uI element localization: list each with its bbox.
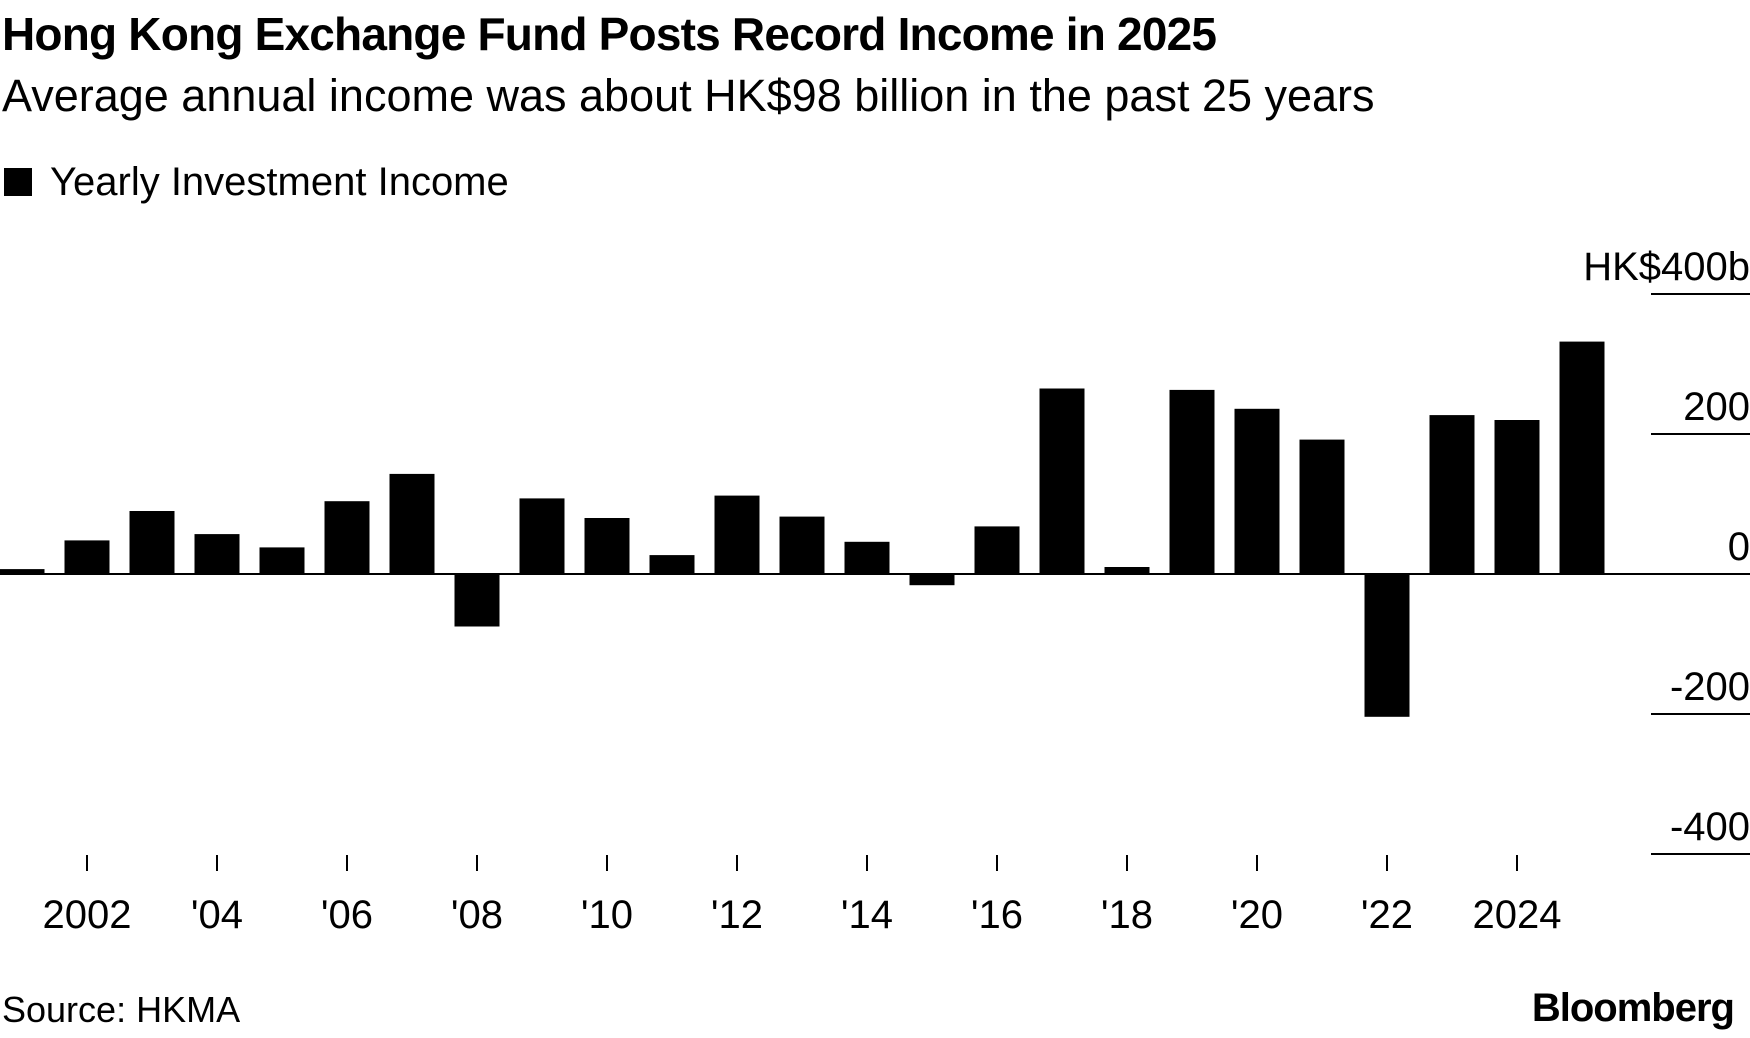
y-tick-label: 0 [1728, 525, 1750, 569]
x-tick-label: '04 [191, 893, 243, 937]
bar-2020 [1234, 408, 1280, 574]
bar-2021 [1299, 439, 1345, 574]
bar-2001 [0, 569, 45, 574]
legend-swatch [4, 168, 32, 196]
bar-2017 [1039, 388, 1085, 574]
bar-2006 [324, 501, 370, 574]
bar-2012 [714, 495, 760, 574]
legend: Yearly Investment Income [4, 158, 509, 206]
x-tick-label: '08 [451, 893, 503, 937]
x-tick-label: '18 [1101, 893, 1153, 937]
bar-2002 [64, 540, 110, 574]
chart-subtitle: Average annual income was about HK$98 bi… [2, 70, 1375, 121]
bar-2022 [1364, 574, 1410, 717]
bar-2014 [844, 541, 890, 574]
bloomberg-logo: Bloomberg [1531, 986, 1735, 1030]
y-tick-label: HK$400b [1583, 245, 1750, 289]
x-tick-label: '22 [1361, 893, 1413, 937]
x-tick-label: '06 [321, 893, 373, 937]
bar-2003 [129, 511, 175, 574]
x-tick-label: '16 [971, 893, 1023, 937]
bar-2009 [519, 498, 565, 574]
x-tick-label: '10 [581, 893, 633, 937]
bar-2019 [1169, 389, 1215, 574]
bar-2016 [974, 526, 1020, 574]
bar-2004 [194, 534, 240, 574]
x-tick-label: '20 [1231, 893, 1283, 937]
y-tick-label: 200 [1683, 385, 1750, 429]
source-note: Source: HKMA [2, 989, 241, 1030]
x-tick-label: '12 [711, 893, 763, 937]
bar-2015 [909, 574, 955, 586]
bar-2010 [584, 518, 630, 574]
bar-2023 [1429, 415, 1475, 574]
bar-2013 [779, 516, 825, 574]
bar-2007 [389, 473, 435, 574]
y-tick-label: -400 [1670, 805, 1750, 849]
x-tick-label: 2002 [43, 893, 132, 937]
legend-label: Yearly Investment Income [50, 159, 509, 204]
bar-2018 [1104, 567, 1150, 574]
chart-title: Hong Kong Exchange Fund Posts Record Inc… [2, 8, 1217, 60]
bar-2025 [1559, 341, 1605, 574]
bar-2024 [1494, 420, 1540, 574]
x-tick-label: 2024 [1473, 893, 1562, 937]
bar-2005 [259, 547, 305, 574]
bar-2008 [454, 574, 500, 627]
x-tick-label: '14 [841, 893, 893, 937]
bar-2011 [649, 555, 695, 574]
y-tick-label: -200 [1670, 665, 1750, 709]
